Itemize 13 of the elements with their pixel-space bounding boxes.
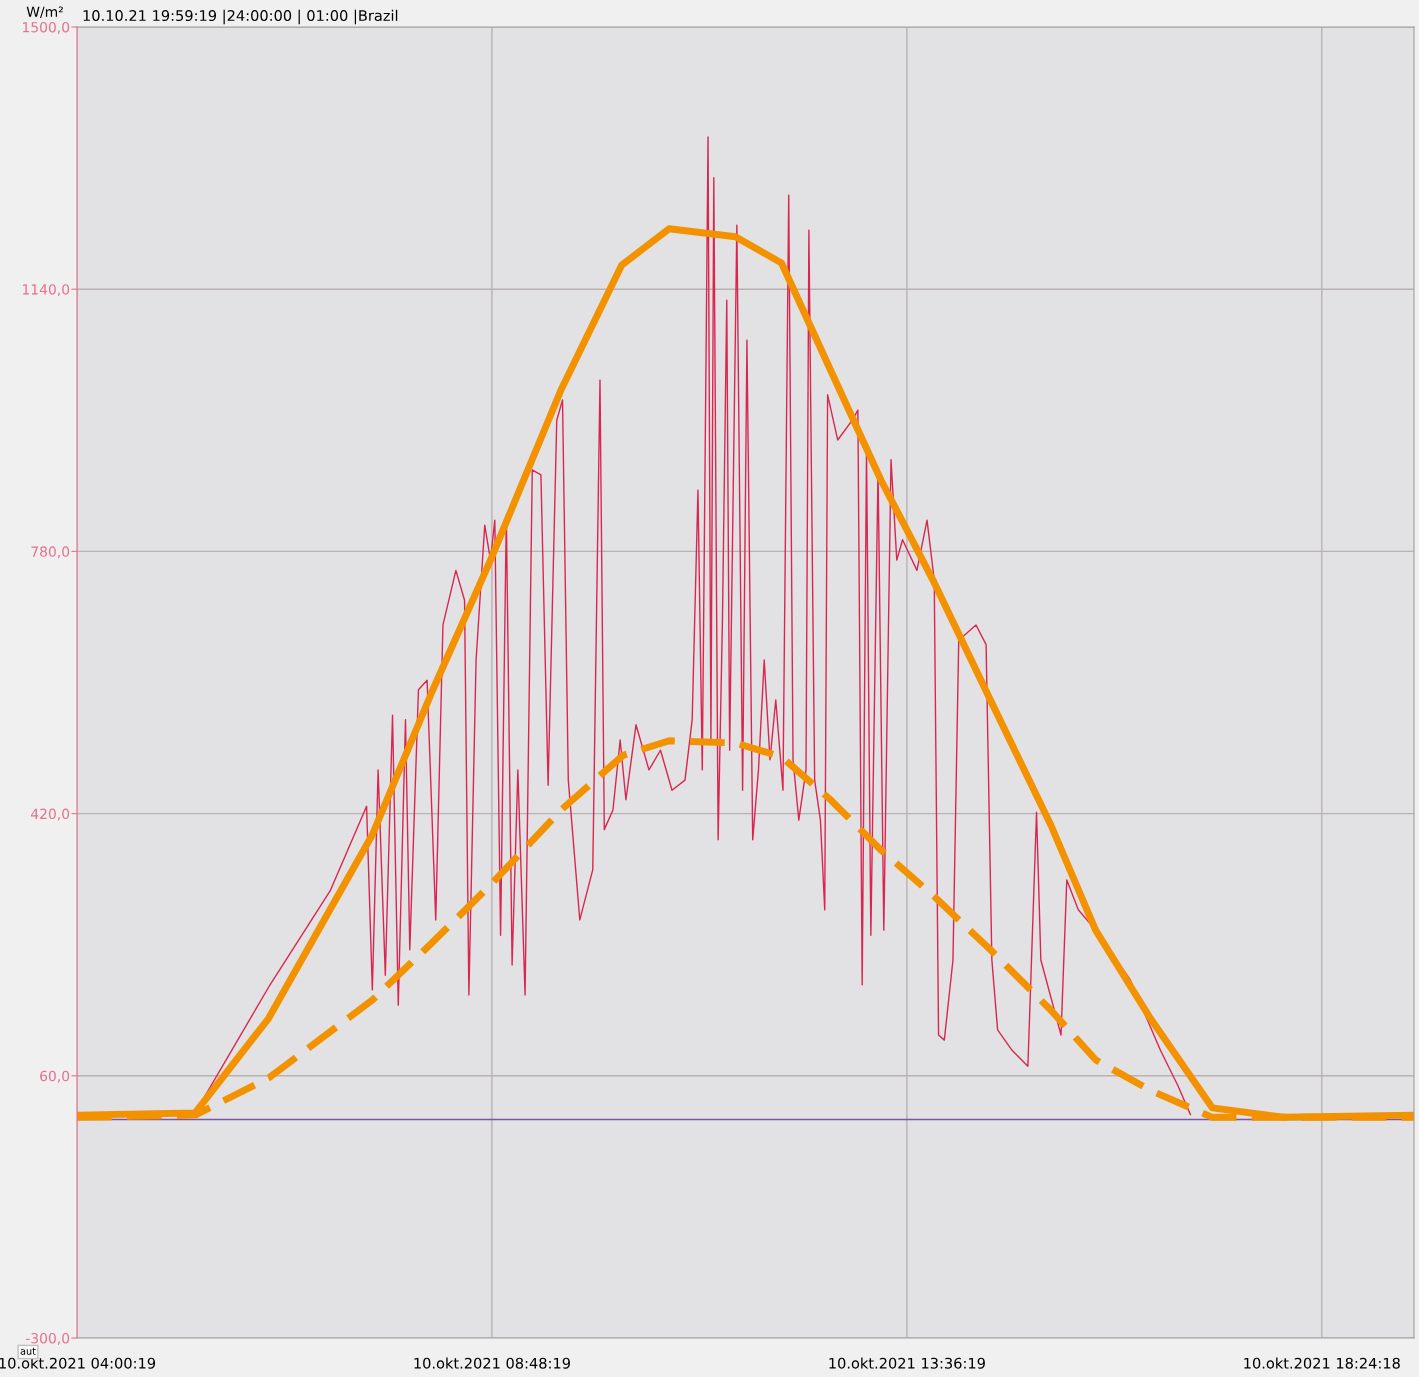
y-tick-label: 780,0 — [31, 546, 70, 559]
y-axis-title: W/m² — [26, 6, 63, 19]
x-tick-label: 10.okt.2021 13:36:19 — [829, 1357, 985, 1369]
x-tick-label: 10.okt.2021 18:24:18 — [1244, 1357, 1400, 1369]
y-tick-label: 1140,0 — [22, 284, 70, 297]
y-tick-label: -300,0 — [25, 1332, 70, 1345]
chart-title: 10.10.21 19:59:19 |24:00:00 | 01:00 |Brazil — [83, 9, 398, 25]
y-tick-label: 60,0 — [40, 1070, 70, 1083]
x-tick-label: 10.okt.2021 08:48:19 — [414, 1357, 570, 1369]
text: aut — [20, 1347, 36, 1355]
y-tick-label: 1500,0 — [22, 21, 70, 34]
x-tick-label: 10.okt.2021 04:00:19 — [0, 1357, 156, 1369]
y-tick-label: 420,0 — [30, 808, 70, 821]
